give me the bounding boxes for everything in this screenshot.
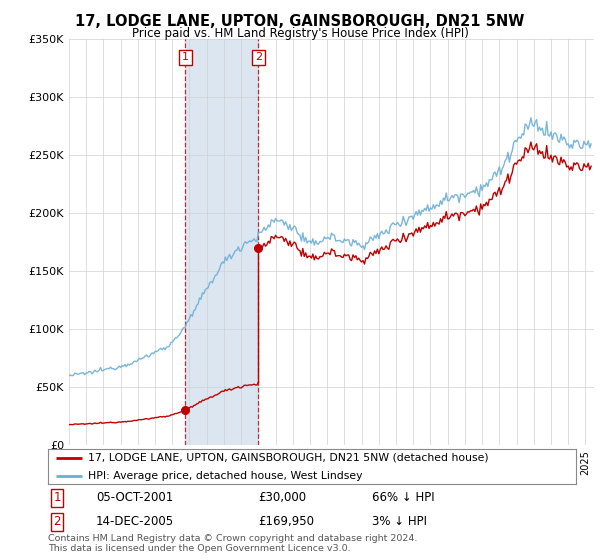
- Text: £30,000: £30,000: [258, 491, 306, 505]
- Text: HPI: Average price, detached house, West Lindsey: HPI: Average price, detached house, West…: [88, 470, 362, 480]
- Text: Price paid vs. HM Land Registry's House Price Index (HPI): Price paid vs. HM Land Registry's House …: [131, 27, 469, 40]
- Text: £169,950: £169,950: [258, 515, 314, 529]
- Text: 14-DEC-2005: 14-DEC-2005: [96, 515, 174, 529]
- Text: 1: 1: [182, 53, 189, 63]
- Text: 1: 1: [53, 491, 61, 505]
- Text: 66% ↓ HPI: 66% ↓ HPI: [372, 491, 434, 505]
- Text: 2: 2: [53, 515, 61, 529]
- Text: 17, LODGE LANE, UPTON, GAINSBOROUGH, DN21 5NW (detached house): 17, LODGE LANE, UPTON, GAINSBOROUGH, DN2…: [88, 453, 488, 463]
- Text: 3% ↓ HPI: 3% ↓ HPI: [372, 515, 427, 529]
- Text: Contains HM Land Registry data © Crown copyright and database right 2024.
This d: Contains HM Land Registry data © Crown c…: [48, 534, 418, 553]
- Text: 05-OCT-2001: 05-OCT-2001: [96, 491, 173, 505]
- Bar: [185, 39, 259, 445]
- Text: 17, LODGE LANE, UPTON, GAINSBOROUGH, DN21 5NW: 17, LODGE LANE, UPTON, GAINSBOROUGH, DN2…: [76, 14, 524, 29]
- Text: 2: 2: [255, 53, 262, 63]
